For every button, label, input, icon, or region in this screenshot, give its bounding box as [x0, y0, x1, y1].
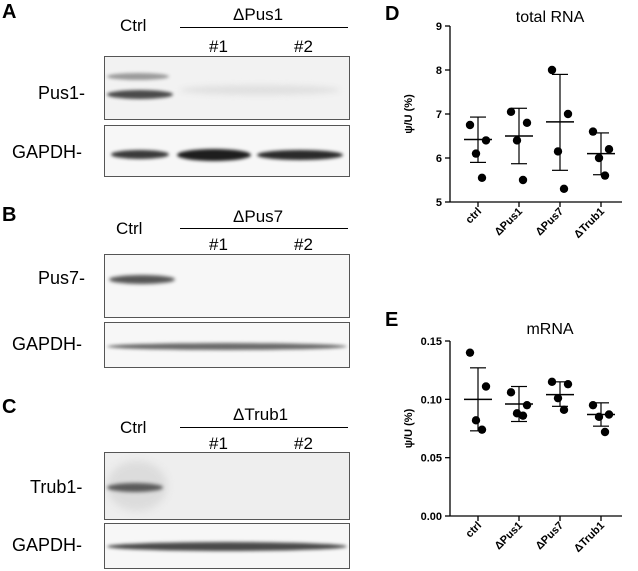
chart-mrna-data-point [477, 425, 487, 434]
chart-total-rna-title: total RNA [516, 9, 585, 26]
chart-total-rna-category-label: ΔPus7 [533, 206, 566, 239]
trub1-band-ctrl [107, 483, 163, 492]
gapdh-a-band-ctrl [111, 150, 169, 159]
chart-total-rna-data-point [481, 136, 491, 145]
panel-b-lane2-label: #2 [294, 235, 313, 254]
panel-b-group-bracket [180, 228, 348, 229]
panel-a-lane1-label: #1 [209, 37, 228, 56]
chart-mrna-data-point [522, 400, 532, 410]
panel-c-ctrl-label: Ctrl [120, 418, 147, 437]
panel-a-gapdh-blot [104, 125, 350, 177]
panel-b-gapdh-label: GAPDH- [12, 334, 83, 354]
panel-a-group-bracket [180, 27, 348, 28]
chart-total-rna-data-point [553, 147, 563, 156]
gapdh-c-band [107, 542, 347, 551]
panel-d-letter: D [385, 3, 400, 25]
gapdh-b-band [107, 343, 347, 350]
chart-mrna-data-point [594, 412, 604, 422]
chart-mrna-data-point [563, 379, 573, 389]
chart-mrna-category-label: ΔPus1 [492, 520, 525, 553]
chart-total-rna-data-point [559, 184, 569, 193]
panel-a-gapdh-label: GAPDH- [12, 142, 83, 162]
pus7-band-ctrl [109, 275, 175, 284]
panel-e-letter: E [385, 309, 399, 331]
gapdh-a-band-2 [257, 150, 343, 160]
panel-a-pus1-blot [104, 56, 350, 120]
chart-mrna-ytick-label: 0.00 [421, 511, 442, 523]
chart-total-rna-category-label: ctrl [464, 206, 485, 227]
panel-a-group-label: ΔPus1 [233, 5, 284, 24]
panel-b-pus7-label: Pus7- [38, 268, 86, 288]
chart-total-rna-ylabel: ψ/U (%) [403, 94, 415, 134]
chart-mrna-ytick-label: 0.05 [421, 453, 442, 465]
panel-c-trub1-blot [104, 452, 350, 520]
chart-total-rna-ytick-label: 6 [436, 153, 442, 165]
chart-mrna-data-point [481, 382, 491, 391]
panel-b-pus7-blot [104, 254, 350, 318]
chart-total-rna-data-point [522, 118, 532, 128]
panel-b-lane1-label: #1 [209, 235, 228, 254]
panel-a-lane2-label: #2 [294, 37, 313, 56]
chart-total-rna-data-point [594, 153, 604, 163]
chart-total-rna-data-point [588, 127, 598, 136]
chart-mrna-ytick-label: 0.10 [421, 394, 442, 406]
chart-total-rna-ytick-label: 5 [436, 197, 442, 209]
chart-mrna-category-label: ΔTrub1 [572, 520, 607, 555]
chart-total-rna-category-label: ΔTrub1 [572, 206, 607, 241]
chart-mrna-data-point [559, 405, 569, 415]
chart-mrna-data-point [547, 377, 557, 387]
chart-total-rna-data-point [477, 173, 487, 182]
chart-total-rna-data-point [465, 120, 475, 130]
panel-b-ctrl-label: Ctrl [116, 219, 143, 238]
chart-mrna-data-point [471, 416, 481, 425]
pus1-band-faint [180, 85, 340, 95]
panel-c-group-label: ΔTrub1 [233, 405, 289, 424]
chart-total-rna-ytick-label: 7 [436, 109, 442, 121]
chart-total-rna-category-label: ΔPus1 [492, 206, 525, 239]
panel-c-lane1-label: #1 [209, 434, 228, 453]
chart-total-rna-data-point [506, 107, 516, 117]
panel-c-lane2-label: #2 [294, 434, 313, 453]
chart-mrna-data-point [506, 388, 516, 397]
chart-total-rna-ytick-label: 9 [436, 21, 442, 33]
panel-c-gapdh-label: GAPDH- [12, 535, 83, 555]
chart-mrna-ylabel: ψ/U (%) [403, 408, 415, 448]
chart-mrna-ytick-label: 0.15 [421, 336, 442, 348]
chart-mrna-data-point [600, 427, 610, 437]
total-rna-chart: total RNA ψ/U (%) 5 6 7 8 9 ctrl ΔPus1 ΔPus7 ΔTrub… [403, 9, 622, 241]
pus1-band-upper [107, 73, 169, 80]
panel-c-letter: C [2, 396, 17, 418]
chart-mrna-data-point [588, 400, 598, 410]
chart-total-rna-data-point [604, 145, 614, 154]
chart-mrna-data-point [604, 410, 614, 419]
chart-total-rna-data-point [563, 109, 573, 119]
chart-total-rna-data-point [547, 65, 557, 75]
panel-c-group-bracket [180, 427, 348, 428]
chart-total-rna-data-point [600, 171, 610, 180]
chart-mrna-title: mRNA [526, 321, 573, 338]
panel-c-trub1-label: Trub1- [30, 477, 83, 497]
chart-total-rna-ytick-label: 8 [436, 65, 442, 77]
panel-a-ctrl-label: Ctrl [120, 16, 147, 35]
gapdh-a-band-1 [177, 149, 251, 161]
panel-c-gapdh-blot [104, 523, 350, 569]
panel-a-letter: A [2, 1, 17, 23]
panel-b-gapdh-blot [104, 322, 350, 368]
chart-total-rna-data-point [512, 136, 522, 145]
chart-total-rna-data-point [518, 175, 528, 185]
mrna-chart: mRNA ψ/U (%) 0.00 0.05 0.10 0.15 ctrl ΔPus1 ΔPus… [403, 321, 622, 555]
chart-mrna-data-point [518, 411, 528, 420]
chart-mrna-category-label: ctrl [464, 520, 485, 541]
chart-mrna-category-label: ΔPus7 [533, 520, 566, 553]
chart-mrna-data-point [553, 393, 563, 403]
panel-a-pus1-label: Pus1- [38, 83, 86, 103]
chart-total-rna-data-point [471, 149, 481, 158]
panel-b-letter: B [2, 204, 17, 226]
chart-mrna-data-point [465, 348, 475, 357]
panel-b-group-label: ΔPus7 [233, 207, 284, 226]
pus1-band-lower [107, 90, 173, 99]
